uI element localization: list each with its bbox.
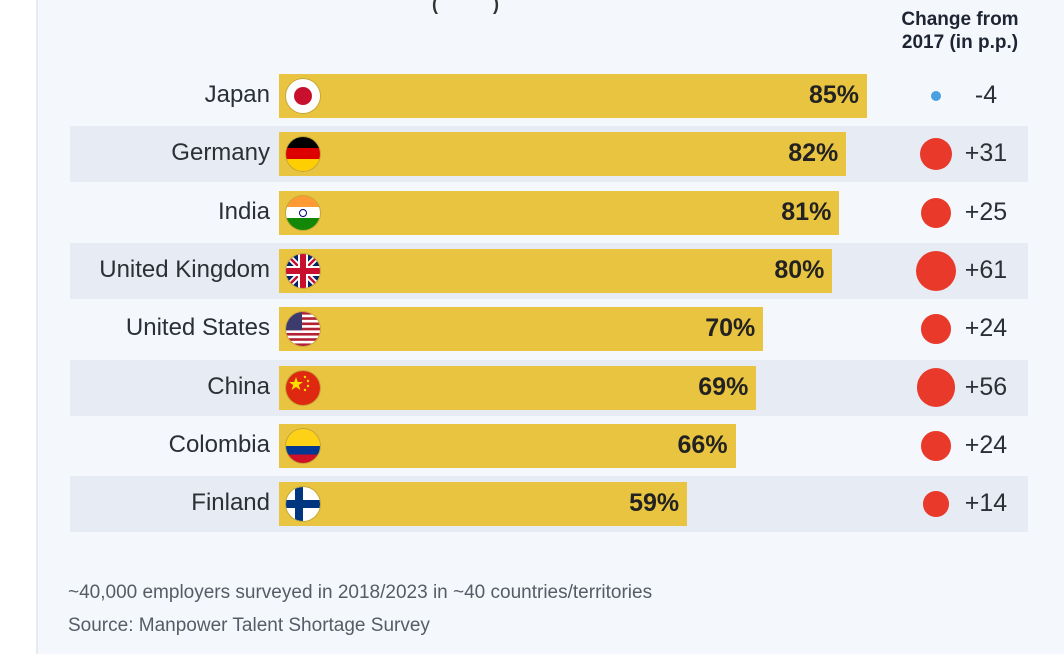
colombia-flag-icon (286, 428, 320, 463)
change-column-header: Change from 2017 (in p.p.) (880, 8, 1040, 54)
germany-flag-icon (286, 137, 320, 172)
change-dot (921, 430, 951, 461)
finland-flag-icon (286, 487, 320, 522)
india-flag-icon (286, 195, 320, 230)
united-states-flag-icon (286, 312, 320, 347)
change-dot (916, 368, 956, 407)
change-value-label: +31 (964, 139, 1008, 168)
bar-value-label: 81% (781, 197, 832, 226)
change-value-label: +61 (964, 255, 1008, 284)
country-label: Colombia (168, 430, 270, 458)
change-value-label: +56 (964, 372, 1008, 401)
change-header-line-1: Change from (901, 9, 1019, 30)
china-flag-icon (286, 370, 320, 405)
bar (279, 365, 757, 410)
change-dot (931, 91, 941, 101)
change-value-label: +14 (964, 489, 1008, 518)
bar (279, 74, 867, 118)
country-label: Japan (204, 81, 270, 108)
change-dot (921, 314, 951, 344)
source-footnote: Source: Manpower Talent Shortage Survey (68, 615, 430, 636)
bar (279, 132, 847, 177)
japan-flag-icon (286, 79, 320, 113)
change-value-label: -4 (974, 81, 998, 109)
bar-value-label: 69% (698, 372, 749, 401)
bar (279, 307, 764, 352)
bar-value-label: 70% (705, 314, 756, 343)
country-label: India (217, 197, 270, 225)
country-label: United States (125, 314, 270, 342)
change-header-line-2: 2017 (in p.p.) (901, 32, 1019, 53)
bar (279, 482, 688, 527)
bar-value-label: 66% (677, 430, 728, 459)
change-dot (921, 197, 951, 228)
country-label: Finland (191, 489, 270, 517)
country-label: Germany (171, 139, 270, 167)
clipped-title-fragment: ( ) (432, 0, 500, 14)
change-value-label: +24 (964, 430, 1008, 459)
change-value-label: +24 (964, 314, 1008, 343)
country-label: China (207, 372, 270, 400)
bar-value-label: 85% (808, 81, 859, 109)
bar (279, 248, 833, 293)
survey-footnote: ~40,000 employers surveyed in 2018/2023 … (68, 582, 653, 603)
bar-value-label: 59% (629, 489, 680, 518)
change-dot (919, 138, 952, 171)
change-value-label: +25 (964, 197, 1008, 226)
bar-value-label: 80% (774, 255, 825, 284)
country-label: United Kingdom (99, 255, 270, 283)
united-kingdom-flag-icon (286, 253, 320, 288)
bar (279, 190, 840, 235)
change-dot (915, 250, 957, 291)
bar-value-label: 82% (788, 139, 839, 168)
change-dot (923, 491, 949, 517)
bar (279, 423, 736, 468)
